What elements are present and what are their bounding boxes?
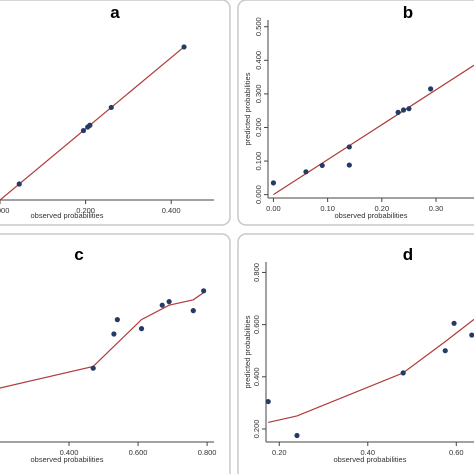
panel-d-x-tick-label: 0.20 [272, 448, 287, 457]
panel-c-data-point [111, 331, 117, 337]
panel-b-letter: b [403, 3, 413, 22]
panel-c-data-point [201, 288, 207, 294]
panel-b-data-point [400, 107, 407, 113]
panel-b-data-point [395, 109, 401, 115]
panel-a-frame [0, 0, 231, 226]
panel-a-data-point [108, 104, 114, 111]
panel-b-data-point [319, 162, 325, 169]
panel-a-x-tick-label: 0.000 [0, 206, 9, 215]
panel-c-chart: c 0.400 0.600 0.800 observed probabilities [0, 245, 216, 464]
panel-b-x-tick-label: 0.30 [429, 204, 444, 213]
panel-b-fit-line [273, 64, 474, 196]
panel-c-x-tick-label: 0.800 [198, 448, 217, 457]
panel-a-data-point [181, 44, 187, 50]
panel-a-x-axis-label: observed probabilities [31, 211, 104, 220]
panel-d-y-tick-label: 0.200 [252, 420, 261, 439]
panel-c-data-point [159, 302, 165, 308]
panel-b-data-point [406, 106, 412, 112]
panel-b-y-tick-label: 0.200 [254, 118, 263, 137]
panel-d-data-point [400, 370, 406, 376]
panel-c-letter: c [74, 245, 83, 264]
panel-d-y-tick-label: 0.400 [252, 367, 261, 386]
panel-b-data-point [346, 162, 352, 168]
panel-b-y-tick-label: 0.100 [254, 152, 263, 171]
panel-a-letter: a [110, 3, 120, 22]
panel-c-frame [0, 233, 231, 474]
panel-c-data-point [138, 326, 145, 332]
panel-b-x-axis-label: observed probabilities [335, 211, 408, 220]
panel-b-chart: b 0.00 0.10 0.20 0.30 observed probabilities 0… [243, 3, 474, 220]
panel-c-x-tick-label: 0.400 [60, 448, 79, 457]
panel-c-data-point [190, 308, 196, 314]
panel-c-x-tick-label: 0.600 [129, 448, 148, 457]
panel-a-fit-line [0, 46, 185, 201]
panel-d-letter: d [403, 245, 413, 264]
panel-d-frame [237, 233, 474, 474]
panel-b-data-point [428, 86, 434, 92]
panel-b-y-tick-label: 0.000 [254, 185, 263, 204]
panel-c-x-axis-label: observed probabilities [31, 455, 104, 464]
panel-d-data-point [294, 432, 300, 439]
panel-c-data-point [90, 365, 96, 371]
panel-d-x-tick-label: 0.60 [449, 448, 464, 457]
panel-b-y-tick-label: 0.400 [254, 51, 263, 70]
panel-d-data-point [265, 398, 271, 405]
panel-b-y-axis-label: predicted probabilities [243, 72, 252, 145]
panel-b-frame [237, 0, 474, 226]
panel-d-y-tick-label: 0.600 [252, 315, 261, 334]
panel-d-data-point [442, 348, 448, 354]
panel-d-data-point [469, 332, 474, 338]
panel-c-data-point [166, 299, 172, 305]
panel-a-data-point [80, 127, 87, 134]
panel-b-data-point [303, 169, 309, 175]
panel-b-x-tick-label: 0.10 [320, 204, 335, 213]
panel-b-y-tick-label: 0.500 [254, 17, 263, 36]
panel-d-chart: d 0.20 0.40 0.60 observed probabilities 0.200… [243, 245, 474, 464]
panel-d-data-point [451, 320, 457, 326]
panel-c-fit-line [0, 292, 204, 389]
panel-a-data-point [16, 181, 22, 187]
panel-d-x-tick-label: 0.40 [360, 448, 375, 457]
panel-b-y-tick-label: 0.300 [254, 84, 263, 103]
panel-d-y-tick-label: 0.800 [252, 263, 261, 282]
panel-b-data-point [346, 144, 352, 150]
panel-b-x-tick-label: 0.00 [266, 204, 281, 213]
panel-c-data-point [114, 317, 120, 323]
panel-b-data-point [270, 180, 277, 186]
panel-a-x-tick-label: 0.400 [162, 206, 181, 215]
panel-d-fit-line [268, 318, 474, 423]
panel-d-y-axis-label: predicted probabilities [243, 315, 252, 388]
panel-a-data-point [87, 122, 93, 128]
panel-d-x-axis-label: observed probabilities [334, 455, 407, 464]
panel-a-chart: a 0.000 0.200 0.400 observed probabilities [0, 3, 214, 220]
panel-b-x-tick-label: 0.20 [375, 204, 390, 213]
panel-a-x-tick-label: 0.200 [76, 206, 95, 215]
